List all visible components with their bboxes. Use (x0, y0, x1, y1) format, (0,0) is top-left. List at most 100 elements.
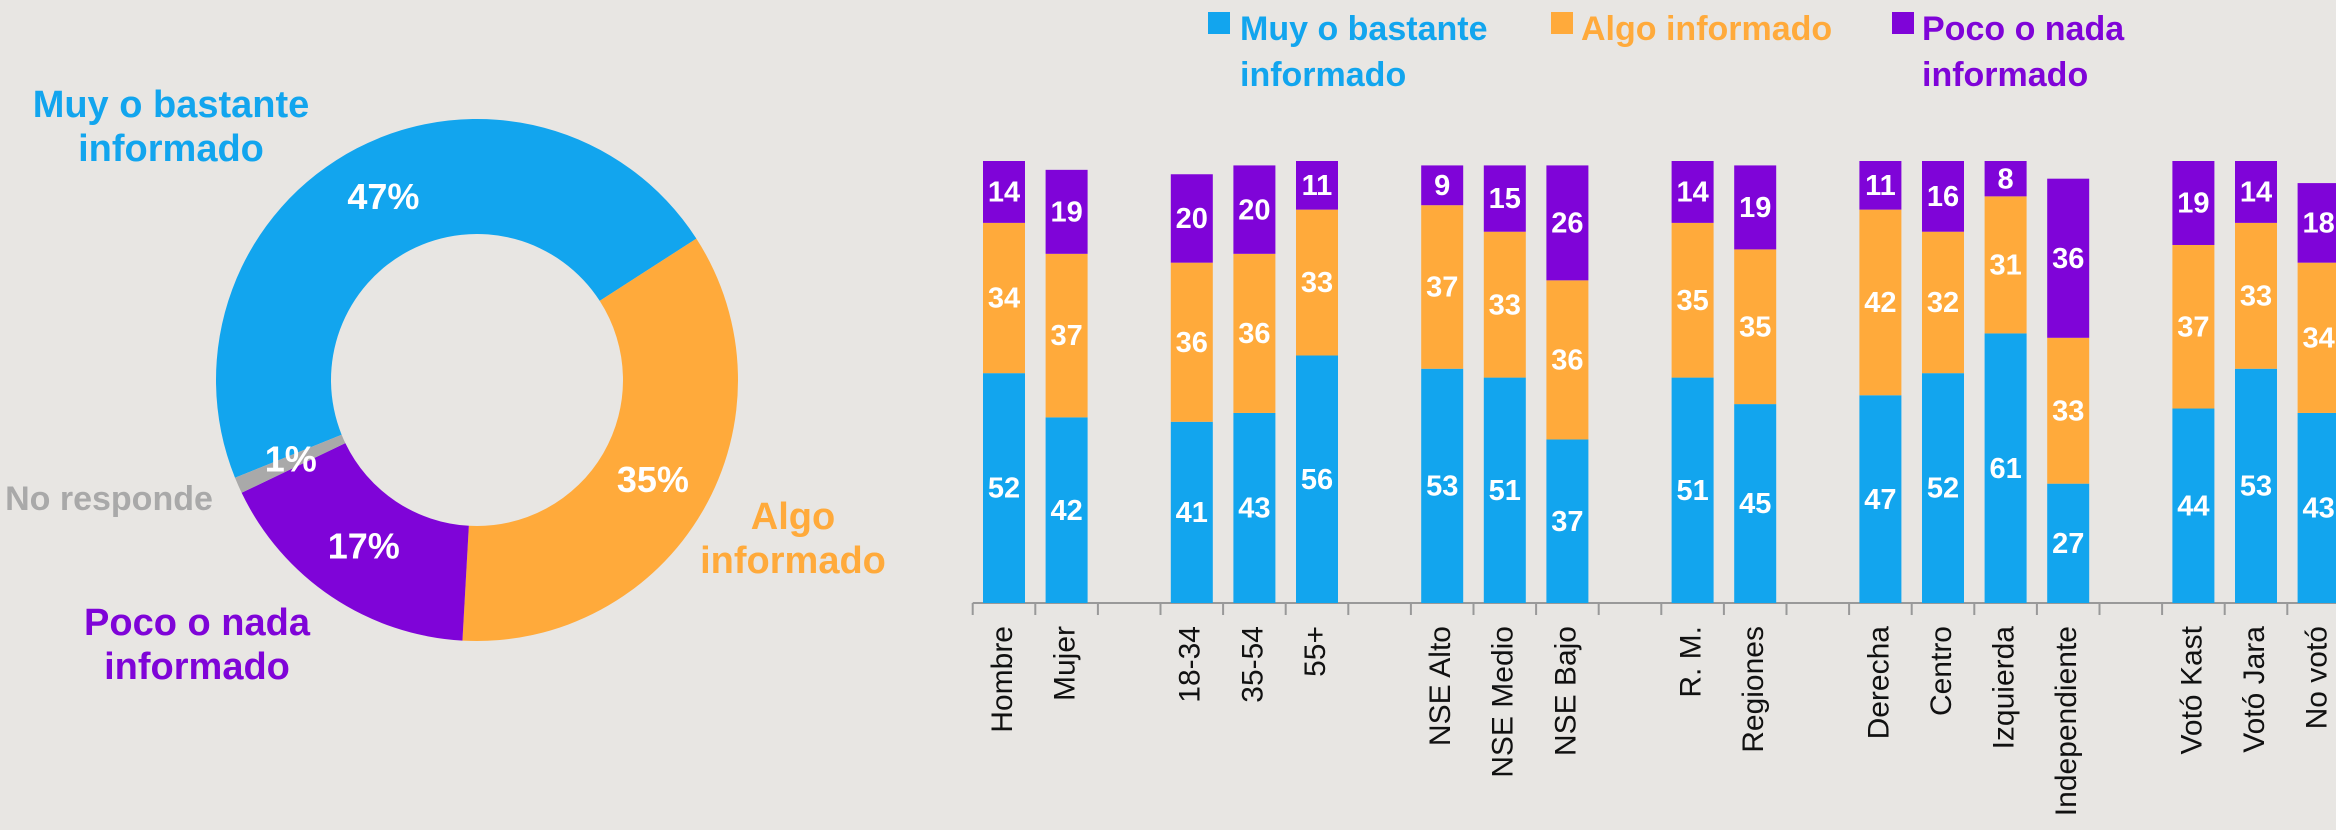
data-label: 37 (1050, 320, 1082, 352)
x-tick-label: Votó Jara (2238, 626, 2271, 753)
bar-segment (1984, 196, 2027, 334)
data-label: 14 (2240, 177, 2272, 209)
data-label: 37 (1426, 272, 1458, 304)
x-tick-label: 18-34 (1174, 626, 1207, 703)
bar-segment (1483, 377, 1526, 603)
bar-segment (1546, 280, 1589, 440)
bar-segment (983, 161, 1025, 223)
donut-segment (215, 118, 697, 478)
bar-segment (1734, 249, 1777, 405)
data-label: 33 (2240, 280, 2272, 312)
data-label: 16 (1927, 181, 1959, 213)
bar-segment (1734, 404, 1777, 603)
data-label: 33 (1489, 289, 1521, 321)
data-label: 36 (2052, 243, 2084, 275)
x-tick-label: NSE Bajo (1549, 626, 1582, 756)
data-label: 33 (2052, 395, 2084, 427)
data-label: 33 (1301, 267, 1333, 299)
data-label: 52 (988, 473, 1020, 505)
data-label: 35 (1739, 311, 1771, 343)
legend-label: Algo informado (1581, 10, 1833, 48)
bar-segment (1671, 161, 1714, 223)
data-label: 17% (328, 526, 400, 567)
data-label: 18 (2302, 208, 2334, 240)
data-label: 42 (1050, 495, 1082, 527)
bar-segment (1546, 439, 1589, 603)
data-label: 31 (1989, 250, 2021, 282)
data-label: 42 (1864, 287, 1896, 319)
data-label: 35% (617, 459, 689, 500)
data-label: 32 (1927, 287, 1959, 319)
legend-label: Poco o nada informado (1922, 10, 2125, 94)
donut-label: Muy o bastante informado (32, 84, 310, 170)
legend-swatch (1551, 12, 1573, 34)
bar-segment (1296, 355, 1338, 603)
bar-segment (1546, 165, 1589, 281)
x-tick-label: NSE Alto (1424, 626, 1457, 746)
data-label: 11 (1302, 170, 1333, 202)
data-label: 36 (1238, 318, 1270, 350)
data-label: 43 (1238, 493, 1270, 525)
bar-segment (2235, 368, 2277, 603)
bar-segment (2235, 222, 2277, 369)
data-label: 26 (1551, 208, 1583, 240)
x-tick-label: Independiente (2050, 626, 2083, 816)
x-tick-label: Derecha (1862, 626, 1895, 740)
data-label: 53 (2240, 471, 2272, 503)
x-tick-label: 35-54 (1236, 626, 1269, 703)
bar-segment (1922, 231, 1964, 374)
bar-segment (1859, 161, 1902, 210)
donut-segment (241, 443, 469, 641)
x-tick-label: Izquierda (1988, 626, 2021, 750)
data-label: 36 (1176, 327, 1208, 359)
bar-segment (1233, 412, 1276, 603)
data-label: 47 (1864, 484, 1896, 516)
data-label: 34 (2302, 322, 2334, 354)
bar-segment (1170, 262, 1213, 422)
data-label: 51 (1489, 475, 1521, 507)
data-label: 15 (1489, 183, 1521, 215)
data-label: 19 (1739, 192, 1771, 224)
legend-swatch (1892, 12, 1914, 34)
bar-segment (2235, 161, 2277, 223)
donut-label: No responde (5, 480, 213, 518)
data-label: 20 (1176, 203, 1208, 235)
bar-segment (2047, 178, 2090, 338)
bar-segment (1233, 253, 1276, 413)
data-label: 61 (1989, 453, 2021, 485)
bar-segment (1483, 165, 1526, 232)
data-label: 51 (1676, 475, 1708, 507)
data-label: 27 (2052, 528, 2084, 560)
x-tick-label: NSE Medio (1487, 626, 1520, 778)
x-tick-label: Regiones (1737, 626, 1770, 753)
x-tick-label: No votó (2301, 626, 2334, 729)
data-label: 53 (1426, 471, 1458, 503)
data-label: 36 (1551, 345, 1583, 377)
x-tick-label: Votó Kast (2175, 625, 2208, 754)
bar-segment (1296, 161, 1338, 210)
bar-segment (2297, 183, 2336, 263)
x-tick-label: Mujer (1049, 626, 1082, 701)
bar-segment (2047, 483, 2090, 603)
data-label: 14 (988, 177, 1020, 209)
bar-segment (2172, 244, 2215, 409)
data-label: 56 (1301, 464, 1333, 496)
data-label: 19 (2177, 188, 2209, 220)
bar-segment (2047, 337, 2090, 484)
data-label: 37 (2177, 311, 2209, 343)
data-label: 41 (1176, 497, 1208, 529)
data-label: 9 (1434, 170, 1450, 202)
data-label: 11 (1865, 170, 1896, 202)
data-label: 14 (1676, 177, 1708, 209)
data-label: 8 (1998, 163, 2014, 195)
bar-segment (1483, 231, 1526, 378)
bar-segment (1922, 373, 1964, 603)
bar-segment (1045, 417, 1088, 603)
x-tick-label: R. M. (1675, 626, 1708, 698)
bar-segment (1233, 165, 1276, 254)
x-tick-label: Centro (1925, 626, 1958, 716)
data-label: 45 (1739, 488, 1771, 520)
bar-segment (1421, 165, 1464, 206)
bar-segment (1734, 165, 1777, 250)
